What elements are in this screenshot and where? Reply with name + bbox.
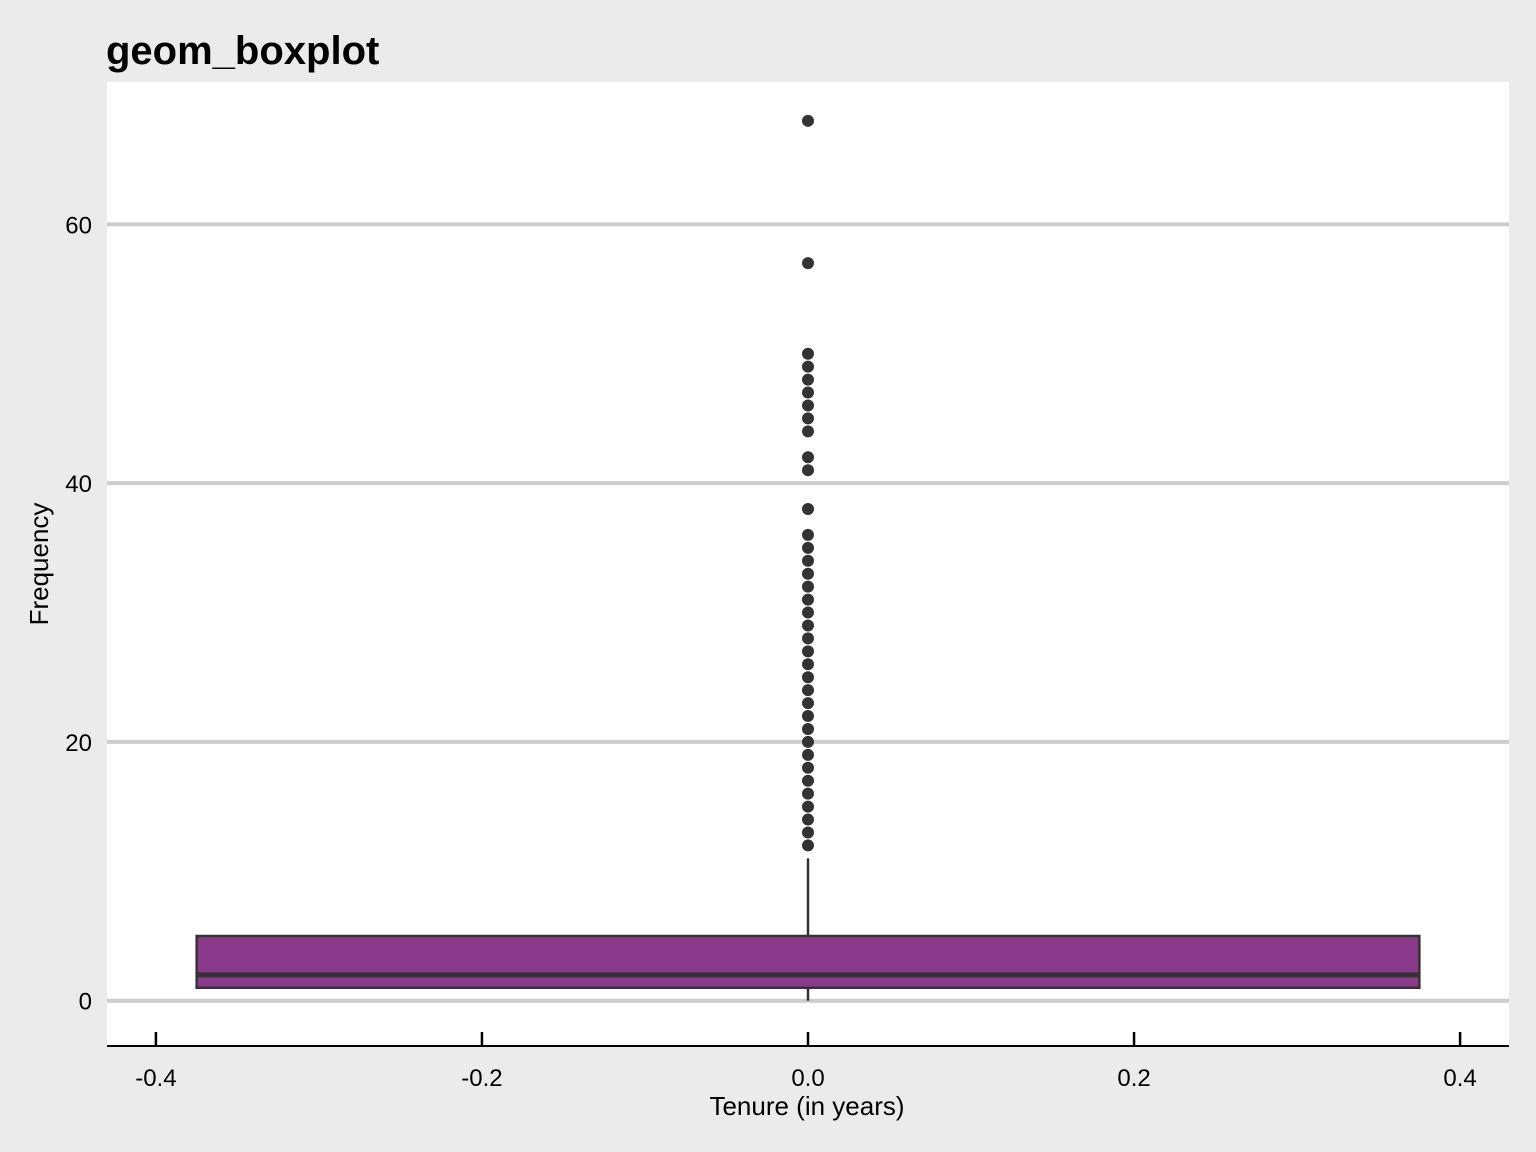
outlier-point-17 [802,619,814,632]
outlier-point-7 [802,748,814,761]
outlier-point-0 [802,839,814,852]
x-tick-label-0: -0.4 [135,1065,176,1092]
outlier-point-19 [802,593,814,606]
outlier-point-36 [802,114,814,127]
outlier-point-5 [802,774,814,787]
outlier-point-2 [802,813,814,826]
outlier-point-6 [802,761,814,774]
outlier-points [802,114,814,852]
outlier-point-22 [802,554,814,567]
outlier-point-12 [802,684,814,697]
y-tick-label-3: 60 [65,212,92,239]
outlier-point-13 [802,671,814,684]
x-tick-label-2: 0.0 [791,1065,824,1092]
outlier-point-10 [802,710,814,723]
outlier-point-35 [802,257,814,270]
outlier-point-33 [802,360,814,373]
box-iqr [195,934,1421,990]
boxplot [195,858,1421,1001]
y-axis-ticks: 0 20 40 60 [65,212,92,1015]
outlier-point-21 [802,567,814,580]
x-axis-label: Tenure (in years) [709,1091,904,1121]
x-tick-label-1: -0.2 [461,1065,502,1092]
outlier-point-32 [802,373,814,386]
y-tick-label-0: 0 [79,989,92,1016]
y-tick-label-1: 20 [65,730,92,757]
outlier-point-8 [802,735,814,748]
x-tick-label-3: 0.2 [1117,1065,1150,1092]
outlier-point-9 [802,722,814,735]
outlier-point-34 [802,347,814,360]
outlier-point-25 [802,503,814,516]
outlier-point-3 [802,800,814,813]
outlier-point-4 [802,787,814,800]
outlier-point-29 [802,412,814,425]
chart-title: geom_boxplot [106,29,379,73]
outlier-point-11 [802,697,814,710]
outlier-point-24 [802,528,814,541]
outlier-point-1 [802,826,814,839]
outlier-point-26 [802,464,814,477]
x-tick-label-4: 0.4 [1443,1065,1476,1092]
y-tick-label-2: 40 [65,471,92,498]
outlier-point-23 [802,541,814,554]
outlier-point-14 [802,658,814,671]
outlier-point-16 [802,632,814,645]
y-axis-label: Frequency [24,503,54,626]
x-axis-ticks: -0.4 -0.2 0.0 0.2 0.4 [135,1032,1477,1092]
outlier-point-31 [802,386,814,399]
outlier-point-28 [802,425,814,438]
outlier-point-18 [802,606,814,619]
outlier-point-27 [802,451,814,464]
outlier-point-30 [802,399,814,412]
outlier-point-15 [802,645,814,658]
outlier-point-20 [802,580,814,593]
